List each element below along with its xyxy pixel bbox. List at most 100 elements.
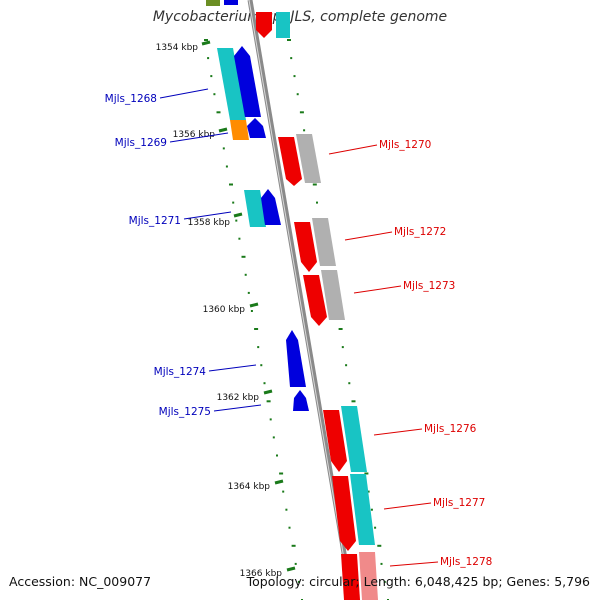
kbp-label-1358: 1358 kbp	[188, 218, 231, 228]
guide-dot	[229, 183, 233, 186]
guide-dot	[338, 328, 343, 330]
guide-dot	[235, 219, 238, 222]
gene-label-mjls-1271: Mjls_1271	[129, 215, 181, 227]
left-gene-labels: Mjls_1268 Mjls_1269 Mjls_1271 Mjls_1274 …	[105, 88, 262, 418]
guide-dot	[257, 346, 260, 349]
guide-dot	[225, 165, 228, 168]
gene-cyan-1268	[217, 48, 246, 120]
tick-1362	[263, 389, 273, 395]
gene-label-mjls-1274: Mjls_1274	[154, 366, 207, 378]
kbp-label-1362: 1362 kbp	[217, 393, 260, 403]
gene-red-1270	[278, 137, 302, 186]
guide-dot	[222, 147, 225, 150]
guide-dot	[297, 580, 300, 583]
guide-dot	[276, 454, 278, 457]
guide-dot	[296, 93, 299, 96]
leader-1271	[183, 211, 232, 220]
leader-1278	[389, 561, 439, 567]
guide-dot	[299, 111, 304, 114]
gene-blue-arrow-1	[234, 46, 261, 117]
guide-dot	[250, 310, 253, 312]
guide-dot	[293, 75, 296, 78]
leader-1272	[344, 231, 393, 241]
gene-label-mjls-1272: Mjls_1272	[394, 226, 446, 238]
guide-dot	[380, 562, 383, 565]
gene-label-mjls-1270: Mjls_1270	[379, 139, 431, 151]
genome-summary-text: Topology: circular; Length: 6,048,425 bp…	[246, 574, 590, 589]
guide-dot	[207, 57, 210, 60]
guide-dot	[348, 382, 351, 385]
guide-dot	[377, 544, 382, 547]
guide-dot	[232, 201, 235, 204]
guide-dot	[370, 508, 373, 511]
gene-red-1277	[332, 476, 356, 551]
gene-label-mjls-1277: Mjls_1277	[433, 497, 485, 509]
gene-gray-1272	[312, 218, 336, 266]
genome-title: Mycobacterium sp. JLS, complete genome	[152, 9, 448, 25]
gene-cyan-1276	[341, 406, 367, 472]
kbp-label-1366: 1366 kbp	[240, 569, 283, 579]
guide-dot	[303, 129, 306, 132]
feature-blue-top	[224, 0, 238, 5]
tick-1358	[233, 212, 243, 218]
ruler: 1354 kbp 1356 kbp 1358 kbp 1360 kbp 1362…	[156, 40, 296, 579]
guide-dot	[260, 364, 263, 367]
leader-1270	[328, 144, 378, 155]
gene-red-1278	[341, 554, 360, 600]
guide-dot	[351, 400, 356, 403]
guide-dot	[204, 39, 208, 41]
guide-dot	[263, 382, 266, 385]
guide-dot	[213, 93, 216, 96]
guide-dot	[345, 364, 348, 367]
gene-label-mjls-1273: Mjls_1273	[403, 280, 455, 292]
tick-1366	[286, 566, 296, 572]
guide-dot	[288, 526, 291, 529]
gene-orange-1269	[230, 120, 249, 140]
guide-dot	[266, 400, 271, 403]
guide-dot	[279, 472, 284, 475]
feature-red-top	[256, 12, 272, 38]
leader-1269	[169, 132, 229, 143]
leader-1273	[353, 285, 402, 294]
gene-pink-1278	[359, 552, 378, 600]
guide-dot	[383, 580, 386, 583]
guide-dot	[247, 291, 250, 294]
leader-1268	[159, 88, 209, 99]
feature-olive	[206, 0, 220, 6]
guide-dot	[316, 201, 318, 204]
guide-dot	[341, 346, 344, 349]
guide-dot	[294, 562, 297, 565]
guide-dot	[374, 526, 377, 529]
kbp-label-1356: 1356 kbp	[173, 130, 216, 140]
leader-1275	[213, 404, 262, 412]
gene-blue-1271	[261, 189, 281, 225]
gene-label-mjls-1268: Mjls_1268	[105, 93, 157, 105]
guide-dot	[238, 237, 241, 240]
feature-cyan-top	[276, 12, 290, 38]
guide-dot	[282, 490, 285, 493]
guide-dot	[244, 273, 247, 276]
gene-gray-1273	[321, 270, 345, 320]
leader-1276	[373, 428, 423, 436]
gene-blue-1274	[286, 330, 306, 387]
tick-1360	[249, 302, 259, 308]
gene-red-1273	[303, 275, 327, 326]
guide-dot	[285, 508, 288, 511]
guide-dot	[272, 436, 275, 439]
guide-dot	[216, 111, 221, 114]
right-gene-labels: Mjls_1270 Mjls_1272 Mjls_1273 Mjls_1276 …	[328, 139, 492, 568]
gene-cyan-1271	[244, 190, 266, 227]
guide-dot	[210, 75, 213, 78]
kbp-label-1360: 1360 kbp	[203, 305, 246, 315]
tick-1356	[218, 127, 228, 133]
gene-cyan-1277	[350, 474, 375, 545]
gene-red-1276	[323, 410, 347, 472]
accession-text: Accession: NC_009077	[9, 574, 152, 589]
leader-1274	[208, 364, 257, 372]
gene-features	[217, 46, 378, 600]
gene-label-mjls-1278: Mjls_1278	[440, 556, 492, 568]
gene-gray-1270	[296, 134, 321, 183]
gene-blue-arrow-2	[247, 118, 266, 138]
kbp-label-1354: 1354 kbp	[156, 43, 199, 53]
